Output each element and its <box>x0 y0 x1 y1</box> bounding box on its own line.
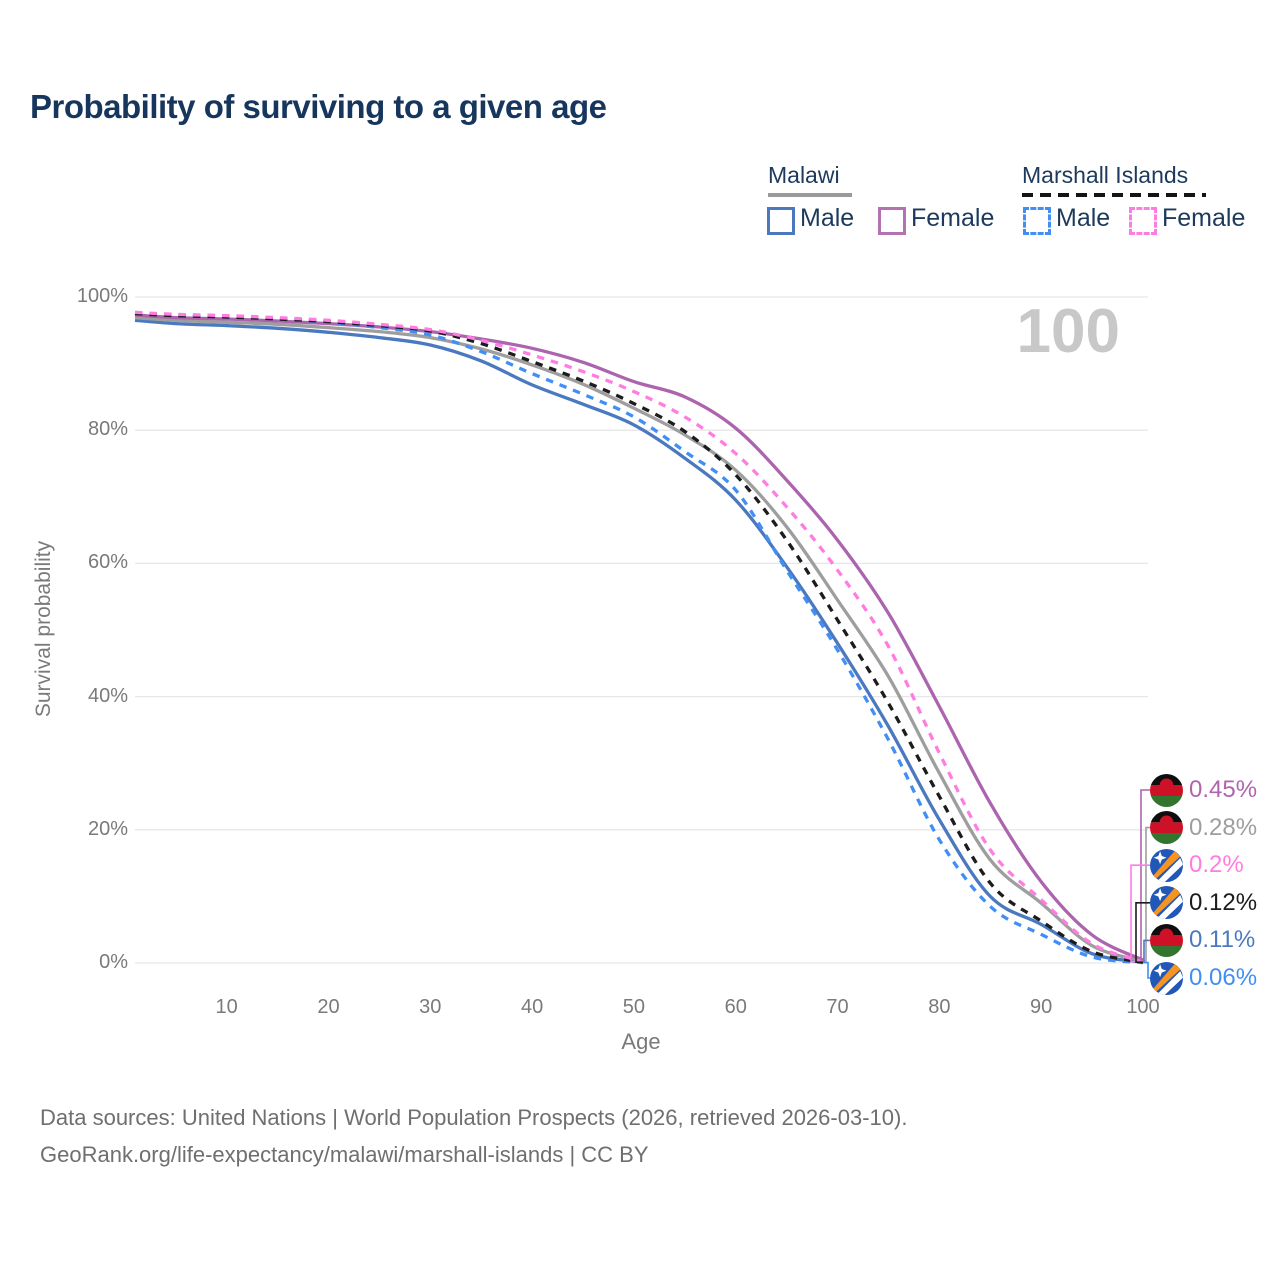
end-label-flag-marshall-islands <box>1150 886 1183 920</box>
y-tick-label: 0% <box>99 951 128 973</box>
y-tick-label: 80% <box>87 418 128 441</box>
series-line-marshall-islands-female <box>134 310 1144 964</box>
x-tick-label: 60 <box>724 996 747 1018</box>
end-label-flag-malawi <box>1150 923 1183 957</box>
series-line-malawi-female <box>134 313 1144 962</box>
y-axis-title: Survival probability <box>32 540 55 718</box>
end-label-value: 0.11% <box>1189 926 1256 954</box>
x-axis-title: Age <box>621 1029 661 1054</box>
marshall-islands-flag-icon <box>1150 961 1183 995</box>
legend-checkbox-marshall-islands-female[interactable] <box>1129 207 1157 235</box>
series-line-malawi-male <box>134 318 1144 964</box>
end-label-flag-marshall-islands <box>1150 848 1183 882</box>
legend-checkbox-marshall-islands-male[interactable] <box>1023 207 1051 235</box>
x-tick-label: 100 <box>1126 996 1160 1018</box>
end-label-value: 0.28% <box>1189 813 1258 841</box>
malawi-flag-icon <box>1150 773 1183 807</box>
legend-label-malawi-female[interactable]: Female <box>911 204 995 232</box>
end-label-value: 0.12% <box>1189 888 1258 916</box>
end-label-flag-marshall-islands <box>1150 961 1183 995</box>
end-label-connector-1 <box>1143 826 1150 962</box>
data-source-note: Data sources: United Nations | World Pop… <box>40 1105 908 1130</box>
x-tick-label: 80 <box>928 996 951 1018</box>
x-tick-label: 10 <box>215 996 238 1018</box>
legend-group-malawi-title: Malawi <box>768 162 840 188</box>
series-line-marshall-islands-male <box>134 311 1144 965</box>
marshall-islands-flag-icon <box>1150 848 1183 882</box>
end-label-value: 0.45% <box>1189 776 1258 803</box>
watermark-age-100: 100 <box>1017 297 1120 366</box>
legend-checkbox-malawi-male[interactable] <box>767 207 795 235</box>
x-tick-label: 20 <box>317 996 340 1018</box>
end-label-value: 0.2% <box>1189 851 1244 879</box>
legend-marshall-islands-dashed-line-swatch <box>1022 193 1206 197</box>
end-label-connector-2 <box>1130 864 1150 963</box>
end-label-connector-0 <box>1140 789 1150 961</box>
end-label-connector-5 <box>1143 961 1150 979</box>
legend-label-marshall-islands-female[interactable]: Female <box>1162 204 1246 232</box>
x-tick-label: 70 <box>826 996 849 1018</box>
y-tick-label: 40% <box>87 684 128 707</box>
x-tick-label: 40 <box>520 996 544 1018</box>
x-tick-label: 30 <box>419 996 442 1018</box>
y-tick-label: 20% <box>87 817 128 840</box>
x-tick-label: 50 <box>622 996 646 1018</box>
end-label-flag-malawi <box>1150 811 1183 845</box>
y-tick-label: 60% <box>87 551 128 574</box>
end-label-connector-4 <box>1143 939 1150 964</box>
legend-label-marshall-islands-male[interactable]: Male <box>1056 204 1111 232</box>
x-tick-label: 90 <box>1030 996 1053 1018</box>
end-label-connector-3 <box>1135 902 1150 963</box>
end-label-flag-malawi <box>1150 773 1183 807</box>
marshall-islands-flag-icon <box>1150 886 1183 920</box>
malawi-flag-icon <box>1150 811 1183 845</box>
series-line-marshall-islands <box>134 311 1144 964</box>
y-tick-label: 100% <box>76 285 128 307</box>
legend-malawi-solid-line-swatch <box>768 193 852 197</box>
legend-group-marshall-islands-title: Marshall Islands <box>1022 162 1189 188</box>
malawi-flag-icon <box>1150 923 1183 957</box>
legend-label-malawi-male[interactable]: Male <box>800 204 855 232</box>
page-title: Probability of surviving to a given age <box>30 88 607 125</box>
end-label-value: 0.06% <box>1189 964 1258 991</box>
legend-checkbox-malawi-female[interactable] <box>878 207 906 235</box>
series-line-malawi <box>134 315 1144 963</box>
attribution-note: GeoRank.org/life-expectancy/malawi/marsh… <box>40 1142 649 1167</box>
